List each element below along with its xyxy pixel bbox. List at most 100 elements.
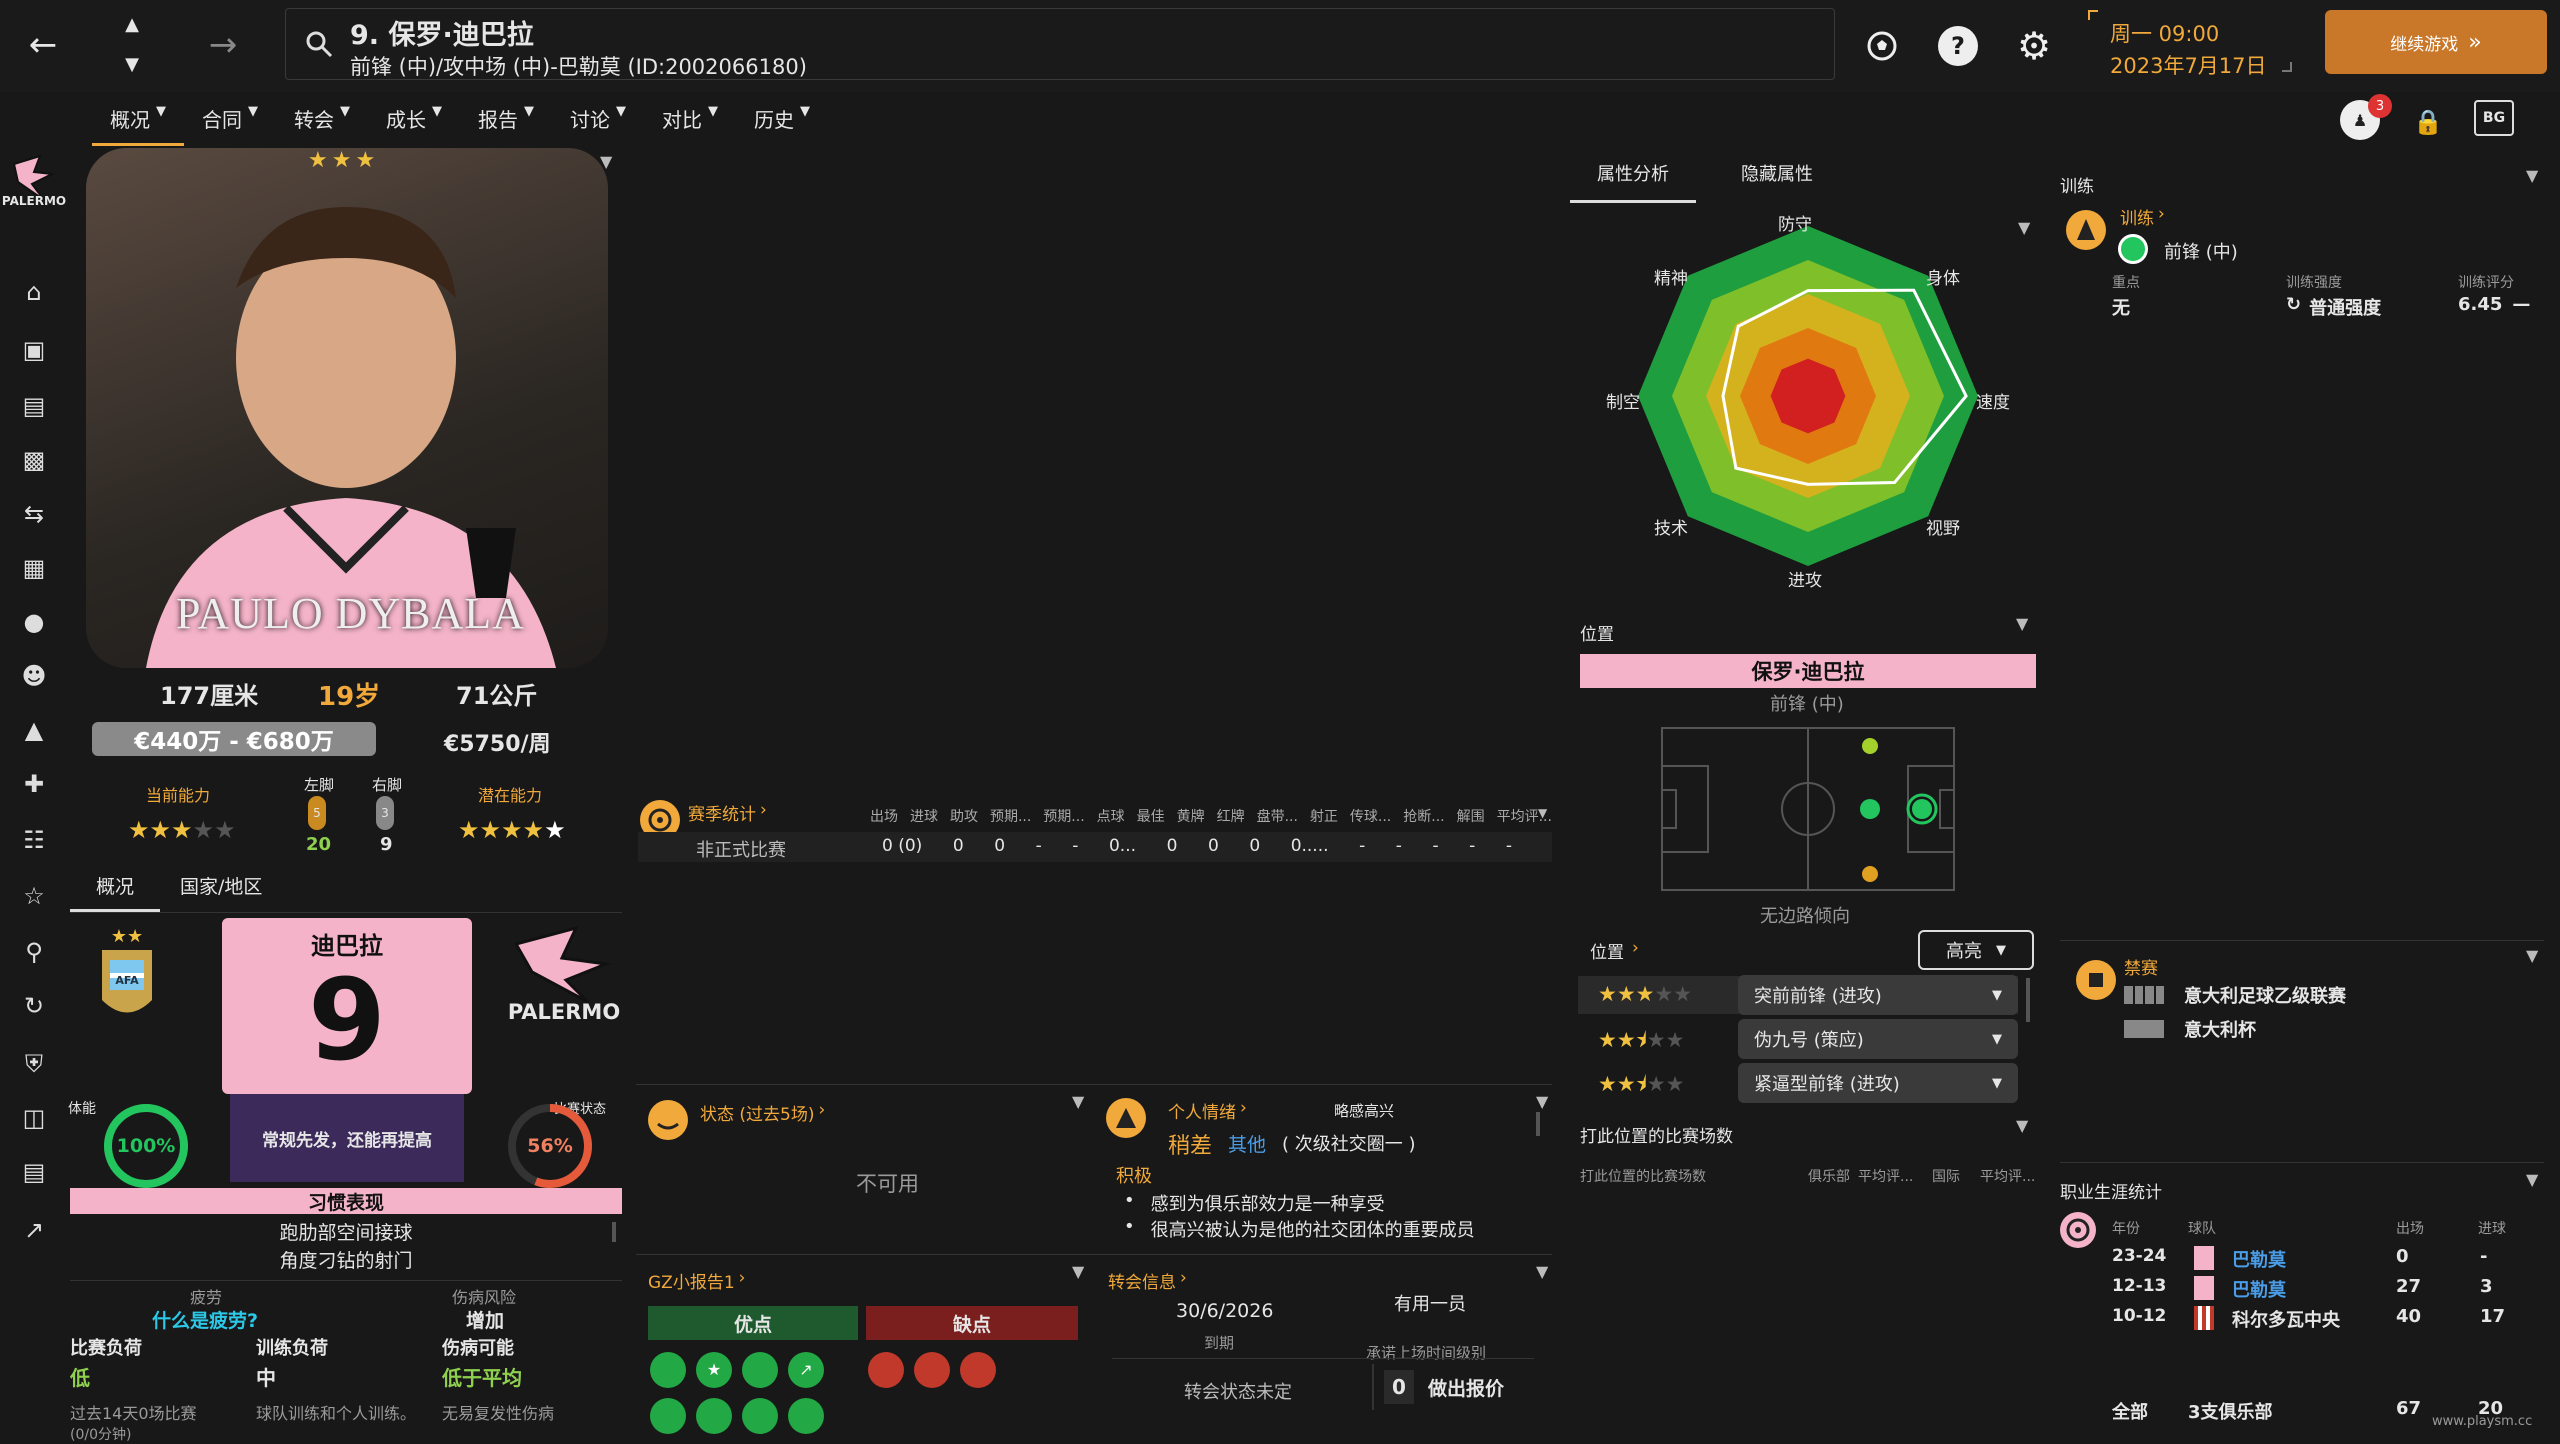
soccer-ball-icon[interactable]	[1862, 26, 1902, 66]
training-cone-icon[interactable]: ▲	[24, 716, 44, 744]
condition-ring: 100%	[100, 1100, 192, 1192]
report-dropdown-icon[interactable]: ▼	[1072, 1262, 1085, 1281]
inbox-tray-icon[interactable]: ▣	[22, 336, 46, 364]
mood-dropdown-icon[interactable]: ▼	[1536, 1092, 1549, 1111]
pro-trait-icon[interactable]	[650, 1398, 686, 1434]
lock-icon[interactable]: 🔒	[2413, 108, 2443, 136]
career-apps: 27	[2396, 1276, 2422, 1297]
help-icon[interactable]: ?	[1938, 26, 1978, 66]
pro-trait-icon[interactable]	[696, 1398, 732, 1434]
habits-scrollbar[interactable]	[612, 1222, 616, 1242]
tab-history[interactable]: 历史 ▼	[754, 104, 810, 132]
back-arrow-icon[interactable]: ←	[28, 25, 58, 65]
highlight-dropdown[interactable]: 高亮 ▼	[1918, 930, 2034, 970]
subtab-nation[interactable]: 国家/地区	[180, 876, 263, 898]
mood-title[interactable]: 个人情绪 ›	[1168, 1098, 1247, 1123]
scouting-search-icon[interactable]: ⚲	[25, 938, 43, 966]
player-search-box[interactable]: 9. 保罗·迪巴拉 前锋 (中)/攻中场 (中)-巴勒莫 (ID:2002066…	[285, 8, 1835, 80]
season-stats-dropdown-icon[interactable]: ▼	[1538, 806, 1548, 820]
pro-trait-icon[interactable]	[788, 1398, 824, 1434]
position-dropdown-icon[interactable]: ▼	[2016, 614, 2029, 633]
career-total-clubs: 3支俱乐部	[2188, 1402, 2273, 1423]
season-stats-title[interactable]: 赛季统计 ›	[688, 800, 767, 825]
transfer-dropdown-icon[interactable]: ▼	[1536, 1262, 1549, 1281]
con-trait-icon[interactable]	[960, 1352, 996, 1388]
tab-hidden-attributes[interactable]: 隐藏属性	[1741, 164, 1813, 185]
chevron-up-icon[interactable]: ▲	[125, 13, 139, 35]
shield-icon[interactable]: ⛨	[25, 1050, 43, 1078]
attributes-dropdown-icon[interactable]: ▼	[2018, 218, 2031, 237]
ball-icon[interactable]: ●	[23, 608, 45, 636]
national-team-crest[interactable]: ★★ AFA	[92, 920, 162, 1030]
transfers-icon[interactable]: ⇆	[23, 500, 45, 528]
trophy-icon[interactable]: ☆	[23, 882, 45, 910]
trend-icon[interactable]: ↗	[23, 1216, 45, 1244]
tab-attribute-analysis[interactable]: 属性分析	[1570, 160, 1696, 203]
refresh-icon[interactable]: ↻	[23, 992, 45, 1020]
background-toggle-icon[interactable]: BG	[2474, 100, 2514, 136]
what-is-fatigue-link[interactable]: 什么是疲劳?	[152, 1310, 259, 1332]
suspension-dropdown-icon[interactable]: ▼	[2526, 946, 2539, 965]
growth-trait-icon[interactable]: ↗	[788, 1352, 824, 1388]
training-dropdown-icon[interactable]: ▼	[2526, 166, 2539, 185]
con-trait-icon[interactable]	[914, 1352, 950, 1388]
continue-button[interactable]: 继续游戏 »	[2325, 10, 2547, 74]
career-dropdown-icon[interactable]: ▼	[2526, 1170, 2539, 1189]
clipboard-icon[interactable]: ▩	[22, 446, 46, 474]
tab-compare[interactable]: 对比 ▼	[662, 104, 718, 132]
con-trait-icon[interactable]	[868, 1352, 904, 1388]
role-select[interactable]: 紧逼型前锋 (进攻) ▼	[1738, 1063, 2018, 1103]
tab-contract[interactable]: 合同 ▼	[202, 104, 258, 132]
left-foot-icon: 5	[308, 796, 326, 830]
double-chevron-right-icon: »	[2468, 29, 2482, 55]
club-logo[interactable]	[4, 152, 64, 212]
career-row[interactable]: 23-24 巴勒莫 0 -	[2112, 1244, 2542, 1274]
club-crest[interactable]: PALERMO	[506, 924, 622, 1032]
finance-icon[interactable]: ▤	[22, 1158, 46, 1186]
settings-gear-icon[interactable]: ⚙	[2016, 24, 2052, 68]
roles-scrollbar[interactable]	[2026, 978, 2030, 1022]
intensity-value[interactable]: ↻ 普通强度	[2286, 294, 2382, 319]
training-title[interactable]: 训练 ›	[2120, 204, 2165, 229]
career-total-label: 全部	[2112, 1402, 2148, 1423]
pro-trait-icon[interactable]	[742, 1398, 778, 1434]
calendar-icon[interactable]: ☷	[23, 826, 45, 854]
briefcase-icon[interactable]: ◫	[22, 1104, 46, 1132]
home-icon[interactable]: ⌂	[26, 278, 42, 306]
role-select[interactable]: 突前前锋 (进攻) ▼	[1738, 975, 2018, 1015]
tab-transfer[interactable]: 转会 ▼	[294, 104, 350, 132]
matches-dropdown-icon[interactable]: ▼	[2016, 1116, 2029, 1135]
role-row[interactable]: ★★⯨★★ 伪九号 (策应) ▼	[1578, 1019, 2018, 1059]
medical-icon[interactable]: ✚	[23, 770, 45, 798]
chevron-down-icon[interactable]: ▼	[125, 53, 139, 75]
transfer-title[interactable]: 转会信息 ›	[1108, 1268, 1187, 1293]
season-stats-row[interactable]: 非正式比赛 0 (0) 0 0- -0... 0 0 0 0..... - - - - -	[638, 832, 1552, 862]
mood-scrollbar[interactable]	[1536, 1112, 1540, 1136]
sidebar: PALERMO ⌂ ▣ ▤ ▩ ⇆ ▦ ● ☻ ▲ ✚ ☷ ☆ ⚲ ↻ ⛨ ◫ …	[0, 150, 68, 1440]
injury-chance-desc: 无易复发性伤病	[442, 1404, 555, 1423]
tactics-icon[interactable]: ▦	[22, 554, 46, 582]
pro-trait-icon[interactable]	[650, 1352, 686, 1388]
report-title[interactable]: GZ小报告1 ›	[648, 1268, 746, 1293]
roles-title[interactable]: 位置 ›	[1590, 938, 1639, 963]
photo-dropdown-chevron-icon[interactable]: ▼	[600, 152, 613, 171]
role-row[interactable]: ★★★★★ 突前前锋 (进攻) ▼	[1578, 975, 2018, 1015]
tab-development[interactable]: 成长 ▼	[386, 104, 442, 132]
tab-overview[interactable]: 概况 ▼	[92, 104, 184, 146]
status-dropdown-icon[interactable]: ▼	[1072, 1092, 1085, 1111]
tab-discussion[interactable]: 讨论 ▼	[570, 104, 626, 132]
matches-col: 平均评...	[1980, 1169, 2036, 1185]
career-row[interactable]: 10-12 科尔多瓦中央 40 17	[2112, 1304, 2542, 1334]
status-title[interactable]: 状态 (过去5场) ›	[700, 1100, 826, 1125]
role-row[interactable]: ★★⯨★★ 紧逼型前锋 (进攻) ▼	[1578, 1063, 2018, 1103]
career-row[interactable]: 12-13 巴勒莫 27 3	[2112, 1274, 2542, 1304]
forward-arrow-icon[interactable]: →	[208, 25, 238, 65]
squad-shirt-icon[interactable]: ▤	[22, 392, 46, 420]
role-select[interactable]: 伪九号 (策应) ▼	[1738, 1019, 2018, 1059]
make-offer-button[interactable]: 做出报价	[1428, 1378, 1505, 1400]
staff-icon[interactable]: ☻	[21, 662, 47, 690]
star-trait-icon[interactable]: ★	[696, 1352, 732, 1388]
dribble-trait-icon[interactable]	[742, 1352, 778, 1388]
tab-reports[interactable]: 报告 ▼	[478, 104, 534, 132]
subtab-overview[interactable]: 概况	[70, 872, 160, 912]
